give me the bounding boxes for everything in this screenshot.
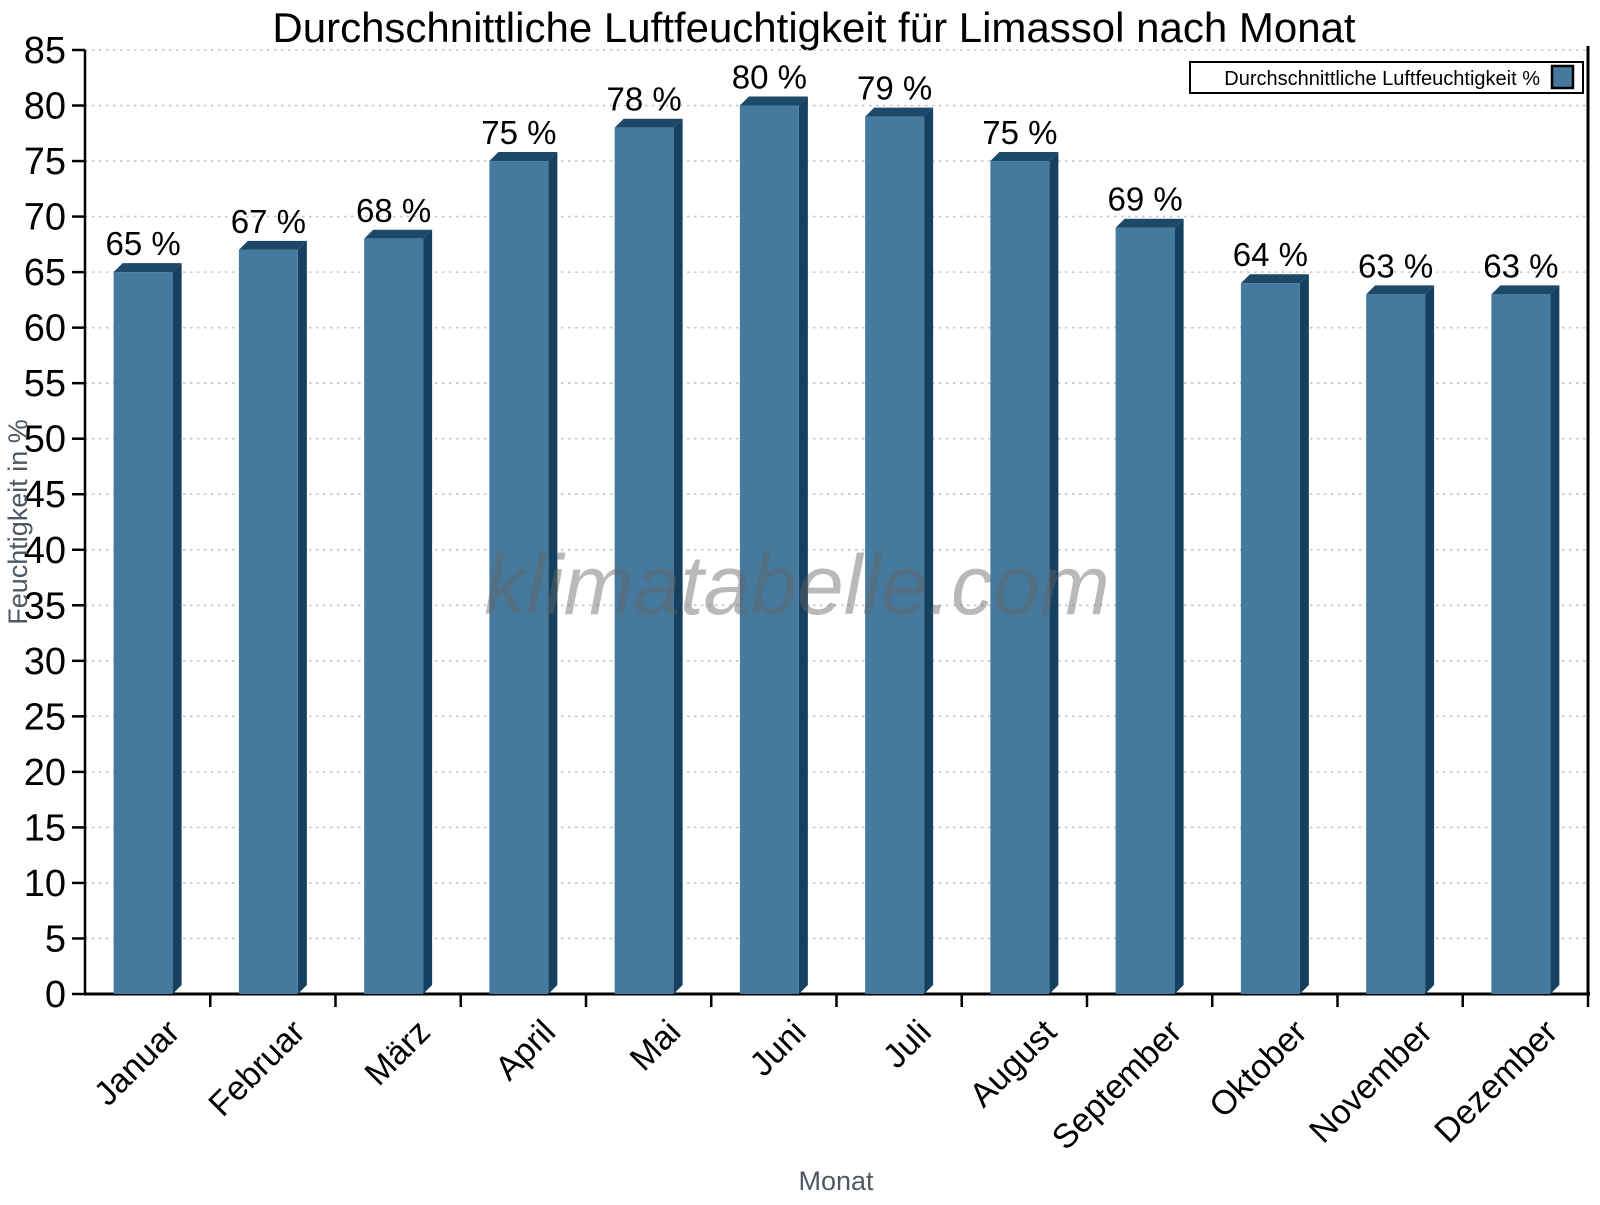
y-axis-title: Feuchtigkeit in %: [3, 419, 33, 625]
y-tick-label-10: 10: [24, 863, 66, 905]
y-tick-label-25: 25: [24, 696, 66, 738]
x-tick-labels: Januar Februar März April Mai Juni Juli AugustS…: [87, 1012, 1565, 1157]
bar-side-februar: [297, 240, 307, 994]
value-label-august: 75 %: [982, 114, 1057, 151]
bar-side-dezember: [1550, 285, 1560, 994]
legend-box: [1189, 61, 1584, 94]
legend-label: Durchschnittliche Luftfeuchtigkeit %: [1224, 68, 1540, 90]
y-tick-label-20: 20: [24, 752, 66, 794]
x-tick-label-august: August: [962, 1012, 1064, 1114]
y-tick-label-5: 5: [45, 918, 66, 960]
bar-side-august: [1049, 152, 1059, 994]
bar-top-februar: [238, 240, 307, 250]
x-tick-label-dezember: Dezember: [1427, 1013, 1565, 1151]
bar-side-oktober: [1299, 274, 1309, 995]
y-tick-label-15: 15: [24, 807, 66, 849]
value-label-september: 69 %: [1108, 181, 1183, 218]
bar-top-juli: [865, 107, 934, 117]
bar-april: [489, 161, 549, 994]
y-tick-label-85: 85: [24, 30, 66, 72]
bar-side-januar: [172, 263, 182, 994]
x-tick-label-september: September: [1045, 1013, 1189, 1157]
bar-top-märz: [364, 229, 433, 239]
value-label-oktober: 64 %: [1233, 236, 1308, 273]
y-tick-label-0: 0: [45, 974, 66, 1016]
x-tick-label-april: April: [488, 1013, 563, 1088]
value-label-dezember: 63 %: [1483, 247, 1558, 284]
bar-top-dezember: [1491, 285, 1560, 295]
bar-top-mai: [614, 118, 683, 128]
bar-dezember: [1491, 294, 1551, 994]
bar-märz: [364, 238, 424, 995]
bar-november: [1366, 294, 1426, 994]
x-tick-label-februar: Februar: [201, 1013, 312, 1124]
bar-top-september: [1115, 218, 1184, 228]
chart-title: Durchschnittliche Luftfeuchtigkeit für L…: [272, 4, 1356, 51]
bar-januar: [113, 272, 173, 994]
value-label-april: 75 %: [481, 114, 556, 151]
y-tick-label-30: 30: [24, 641, 66, 683]
bar-oktober: [1240, 283, 1300, 995]
y-tick-label-65: 65: [24, 252, 66, 294]
bar-side-juni: [798, 96, 808, 994]
value-label-mai: 78 %: [607, 81, 682, 118]
y-tick-label-55: 55: [24, 363, 66, 405]
bar-top-august: [990, 152, 1059, 162]
axes: [72, 46, 1590, 1007]
x-tick-label-juni: Juni: [743, 1013, 814, 1084]
bar-top-oktober: [1240, 274, 1309, 284]
bar-side-juli: [924, 107, 934, 994]
bar-juni: [739, 105, 799, 994]
x-tick-label-mai: Mai: [623, 1013, 689, 1079]
y-tick-label-45: 45: [24, 474, 66, 516]
bar-series: [113, 96, 1560, 995]
y-tick-labels: 0 5 10 15 20 25 30 35 40 45 50 55 60 65 70 75 80 85: [24, 30, 66, 1016]
x-tick-label-november: November: [1302, 1013, 1440, 1151]
bar-top-november: [1366, 285, 1435, 295]
y-tick-label-50: 50: [24, 419, 66, 461]
bar-side-september: [1174, 218, 1184, 995]
y-tick-label-70: 70: [24, 197, 66, 239]
bar-mai: [614, 127, 674, 995]
bar-top-april: [489, 152, 558, 162]
y-tick-label-75: 75: [24, 141, 66, 183]
bar-juli: [865, 116, 925, 994]
x-tick-label-januar: Januar: [87, 1013, 187, 1113]
legend: Durchschnittliche Luftfeuchtigkeit %: [1189, 61, 1584, 94]
value-label-februar: 67 %: [231, 203, 306, 240]
bar-side-märz: [423, 229, 433, 995]
x-tick-label-juli: Juli: [876, 1013, 939, 1076]
y-tick-label-40: 40: [24, 530, 66, 572]
value-label-juli: 79 %: [857, 70, 932, 107]
y-tick-label-60: 60: [24, 308, 66, 350]
value-labels: 65 % 67 % 68 % 75 % 78 % 80 % 79 % 75 % 69 % 64 %…: [106, 59, 1559, 285]
bar-side-april: [548, 152, 558, 994]
gridlines: [85, 49, 1588, 940]
x-tick-label-oktober: Oktober: [1202, 1013, 1314, 1125]
value-label-märz: 68 %: [356, 192, 431, 229]
value-label-januar: 65 %: [106, 225, 181, 262]
y-tick-label-35: 35: [24, 585, 66, 627]
watermark: klimatabelle.com: [484, 538, 1110, 632]
bar-august: [990, 161, 1050, 994]
bar-september: [1115, 227, 1175, 995]
bar-februar: [238, 249, 298, 994]
x-tick-label-märz: März: [357, 1013, 437, 1093]
bar-top-juni: [739, 96, 808, 106]
value-label-november: 63 %: [1358, 247, 1433, 284]
bar-side-november: [1425, 285, 1435, 994]
legend-swatch-icon: [1550, 64, 1575, 90]
x-axis-title: Monat: [798, 1166, 874, 1196]
value-label-juni: 80 %: [732, 59, 807, 96]
bar-side-mai: [673, 118, 683, 995]
y-tick-label-80: 80: [24, 86, 66, 128]
bar-top-januar: [113, 263, 182, 273]
